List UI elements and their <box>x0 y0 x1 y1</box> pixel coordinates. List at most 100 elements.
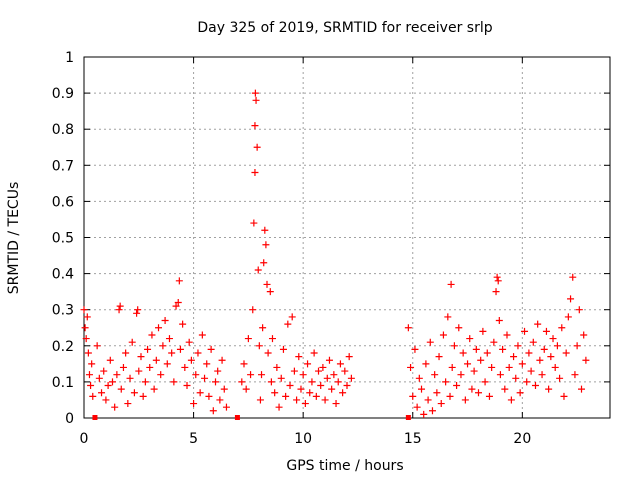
data-point <box>297 385 305 393</box>
data-point <box>254 266 262 274</box>
data-point <box>159 342 167 350</box>
data-point <box>115 306 123 314</box>
data-point <box>415 374 423 382</box>
data-point <box>130 389 138 397</box>
data-point <box>124 400 132 408</box>
data-point <box>258 371 266 379</box>
data-point <box>575 306 583 314</box>
data-point <box>523 378 531 386</box>
data-point <box>321 396 329 404</box>
data-point <box>135 367 143 375</box>
data-point <box>437 400 445 408</box>
data-point <box>295 353 303 361</box>
data-point <box>424 396 432 404</box>
data-point <box>244 335 252 343</box>
data-point <box>172 302 180 310</box>
data-point <box>249 306 257 314</box>
data-point <box>304 360 312 368</box>
data-point <box>323 374 331 382</box>
data-point <box>282 392 290 400</box>
data-point <box>336 360 344 368</box>
zero-marker <box>92 415 98 420</box>
data-point <box>146 363 154 371</box>
data-point <box>87 382 95 390</box>
data-point <box>516 389 524 397</box>
data-point <box>507 396 515 404</box>
data-point <box>133 309 141 317</box>
data-point <box>347 374 355 382</box>
data-point <box>256 396 264 404</box>
data-point <box>275 403 283 411</box>
data-point <box>422 360 430 368</box>
data-point <box>411 345 419 353</box>
data-point <box>426 338 434 346</box>
y-tick-label: 1 <box>65 50 74 66</box>
data-point <box>293 396 301 404</box>
data-point <box>503 331 511 339</box>
data-point <box>560 392 568 400</box>
data-point <box>499 345 507 353</box>
data-point <box>267 378 275 386</box>
data-point <box>578 385 586 393</box>
data-point <box>464 360 472 368</box>
y-tick-label: 0.5 <box>52 231 74 247</box>
data-point <box>174 298 182 306</box>
data-point <box>271 389 279 397</box>
data-point <box>240 360 248 368</box>
data-point <box>279 345 287 353</box>
data-point <box>479 327 487 335</box>
data-point <box>521 327 529 335</box>
data-point <box>150 385 158 393</box>
data-point <box>137 353 145 361</box>
data-point <box>83 313 91 321</box>
data-point <box>253 143 261 151</box>
data-point <box>252 96 260 104</box>
data-point <box>290 367 298 375</box>
data-point <box>238 378 246 386</box>
data-point <box>190 400 198 408</box>
data-point <box>538 371 546 379</box>
data-point <box>214 367 222 375</box>
data-point <box>540 345 548 353</box>
data-point <box>317 382 325 390</box>
data-point <box>328 385 336 393</box>
data-point <box>255 342 263 350</box>
data-point <box>260 259 268 267</box>
data-point <box>549 335 557 343</box>
data-point <box>407 363 415 371</box>
data-point <box>501 385 509 393</box>
data-point <box>187 356 195 364</box>
data-point <box>251 169 259 177</box>
data-point <box>242 385 250 393</box>
data-point <box>553 342 561 350</box>
data-point <box>512 374 520 382</box>
data-point <box>201 374 209 382</box>
data-point <box>435 353 443 361</box>
data-point <box>431 371 439 379</box>
data-point <box>155 324 163 332</box>
data-point <box>461 396 469 404</box>
data-point <box>457 371 465 379</box>
data-point <box>312 392 320 400</box>
y-axis-label: SRMTID / TECUs <box>6 182 22 295</box>
data-point <box>494 277 502 285</box>
data-points <box>80 89 590 420</box>
zero-marker <box>405 415 411 420</box>
data-point <box>442 378 450 386</box>
data-point <box>116 302 124 310</box>
data-point <box>262 241 270 249</box>
data-point <box>325 356 333 364</box>
data-point <box>472 345 480 353</box>
data-point <box>220 385 228 393</box>
data-point <box>284 320 292 328</box>
data-point <box>332 400 340 408</box>
data-point <box>126 374 134 382</box>
data-point <box>580 331 588 339</box>
data-point <box>209 407 217 415</box>
data-point <box>459 349 467 357</box>
data-point <box>493 273 501 281</box>
data-point <box>128 338 136 346</box>
data-point <box>453 382 461 390</box>
data-point <box>334 378 342 386</box>
data-point <box>447 280 455 288</box>
